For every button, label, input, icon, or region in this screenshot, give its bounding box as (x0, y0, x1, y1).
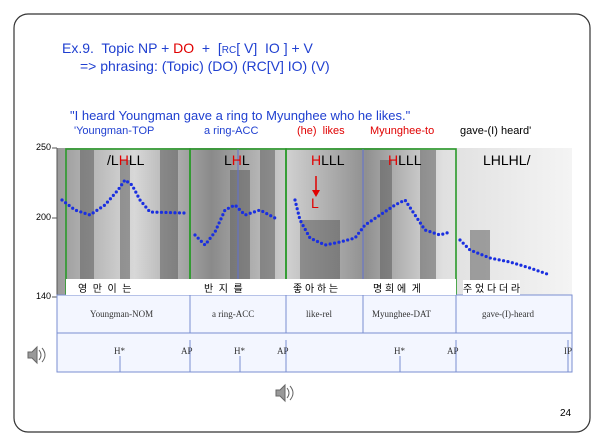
gloss: 'Youngman-TOP (74, 125, 155, 137)
tone: L (224, 152, 232, 168)
pitch-track (60, 177, 552, 277)
tone-tier: H* (234, 346, 245, 356)
tone: LLL (398, 152, 422, 168)
gloss: gave-(I) heard' (460, 125, 532, 137)
syllables: 반 지 를 (204, 284, 243, 295)
tone-tier: H* (394, 346, 405, 356)
tone-tier: AP (277, 346, 289, 356)
slide-border (13, 13, 591, 433)
tone-label: /LHLL (107, 152, 144, 168)
title-part: Ex.9. Topic NP + (62, 40, 174, 56)
tone-tier: IP (564, 346, 573, 356)
tone: H (118, 152, 129, 168)
axis-label: 200 (36, 212, 52, 222)
sentence: "I heard Youngman gave a ring to Myunghe… (70, 108, 411, 123)
title-line2: => phrasing: (Topic) (DO) (RC[V] IO) (V) (80, 58, 330, 74)
tone-tier: AP (181, 346, 193, 356)
word-tier: Myunghee-DAT (372, 309, 431, 319)
tone-tier: AP (447, 346, 459, 356)
gloss: a ring-ACC (204, 125, 259, 137)
tone: /L (107, 152, 119, 168)
tier-boundaries (119, 295, 569, 372)
syllable-strip (66, 279, 456, 295)
title-line1: Ex.9. Topic NP + DO + [RC[ V] IO ] + V (62, 40, 313, 56)
tone-label: HLLL (311, 152, 344, 168)
tone: H (388, 152, 399, 168)
title-part: RC (221, 45, 237, 56)
syllables: 주 었 다 더 라 (463, 280, 521, 295)
tone-arrowhead (312, 190, 320, 197)
title-part: DO (173, 40, 195, 56)
page-number: 24 (560, 408, 572, 419)
word-tier: like-rel (306, 309, 332, 319)
tone-label: LHL (224, 152, 250, 168)
word-tier: Youngman-NOM (90, 309, 154, 319)
tone: H (231, 152, 242, 168)
speaker-icon (275, 383, 294, 403)
gloss: (he) likes (297, 125, 345, 137)
word-tier: gave-(I)-heard (482, 309, 534, 319)
tone-arrow-label: L (311, 195, 319, 211)
syllables: 명 희 에 게 (373, 284, 421, 295)
axis-label: 140 (36, 291, 52, 301)
word-tier: a ring-ACC (212, 309, 255, 319)
tone: L (241, 152, 250, 168)
syllables: 좋 아 하 는 (293, 284, 339, 295)
speaker-icon (27, 345, 46, 365)
tone: LL (128, 152, 145, 168)
title-part: + [ (194, 40, 222, 56)
gloss: Myunghee-to (370, 125, 435, 137)
tone: H (311, 152, 322, 168)
tone-label: LHLHL/ (483, 152, 531, 168)
axis (52, 147, 58, 372)
tone-tier: H* (114, 346, 125, 356)
spectrogram-texture (80, 150, 490, 290)
axis-label: 250 (36, 142, 52, 152)
syllables: 영 만 이 는 (78, 284, 132, 295)
tone-label: HLLL (388, 152, 421, 168)
title-part: [ V] IO ] + V (236, 40, 313, 56)
tone: LLL (321, 152, 345, 168)
